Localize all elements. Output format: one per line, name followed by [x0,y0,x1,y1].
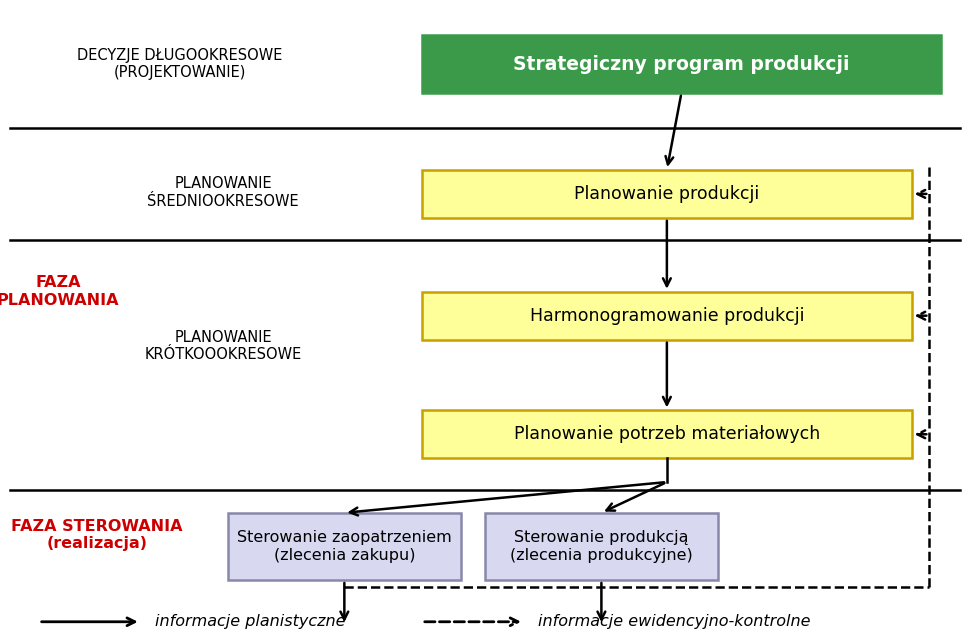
Text: PLANOWANIE
KRÓTKOOOKRESOWE: PLANOWANIE KRÓTKOOOKRESOWE [144,330,301,362]
Text: informacje ewidencyjno-kontrolne: informacje ewidencyjno-kontrolne [538,614,810,629]
Text: Harmonogramowanie produkcji: Harmonogramowanie produkcji [529,306,803,325]
Text: FAZA STEROWANIA
(realizacja): FAZA STEROWANIA (realizacja) [12,519,182,551]
FancyBboxPatch shape [484,513,717,580]
FancyBboxPatch shape [228,513,460,580]
Text: DECYZJE DŁUGOOKRESOWE
(PROJEKTOWANIE): DECYZJE DŁUGOOKRESOWE (PROJEKTOWANIE) [77,48,282,80]
FancyBboxPatch shape [422,410,911,458]
Text: Strategiczny program produkcji: Strategiczny program produkcji [513,54,849,74]
FancyBboxPatch shape [422,292,911,340]
Text: Planowanie produkcji: Planowanie produkcji [574,185,759,203]
FancyBboxPatch shape [422,35,940,93]
Text: Sterowanie produkcją
(zlecenia produkcyjne): Sterowanie produkcją (zlecenia produkcyj… [510,530,692,563]
Text: informacje planistyczne: informacje planistyczne [155,614,345,629]
Text: FAZA
PLANOWANIA: FAZA PLANOWANIA [0,276,119,308]
Text: Sterowanie zaopatrzeniem
(zlecenia zakupu): Sterowanie zaopatrzeniem (zlecenia zakup… [236,530,452,563]
FancyBboxPatch shape [422,170,911,218]
Text: Planowanie potrzeb materiałowych: Planowanie potrzeb materiałowych [514,425,819,444]
Text: PLANOWANIE
ŚREDNIOOKRESOWE: PLANOWANIE ŚREDNIOOKRESOWE [147,176,298,208]
